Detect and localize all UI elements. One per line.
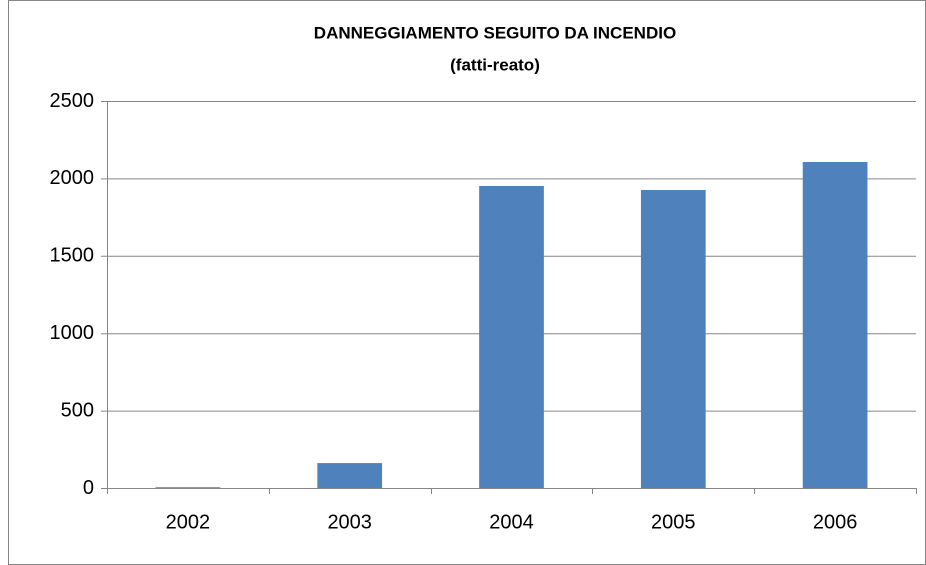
y-tick-label: 2000 [50, 167, 95, 189]
chart-title: DANNEGGIAMENTO SEGUITO DA INCENDIO [314, 23, 676, 42]
x-tick-label: 2002 [166, 511, 211, 533]
bar [802, 161, 868, 488]
bar [479, 185, 544, 488]
y-tick-label: 1500 [50, 245, 95, 267]
x-tick-label: 2003 [327, 511, 372, 533]
chart-frame [8, 0, 926, 565]
bar [640, 190, 706, 488]
bar [317, 463, 383, 488]
y-tick-label: 1000 [50, 322, 95, 344]
x-tick-label: 2005 [651, 511, 696, 533]
x-tick-label: 2006 [813, 511, 858, 533]
y-tick-label: 0 [83, 477, 94, 499]
chart-subtitle: (fatti-reato) [450, 55, 540, 74]
x-tick-label: 2004 [489, 511, 534, 533]
y-tick-label: 500 [61, 399, 94, 421]
bar [155, 487, 221, 488]
y-tick-label: 2500 [50, 90, 95, 112]
